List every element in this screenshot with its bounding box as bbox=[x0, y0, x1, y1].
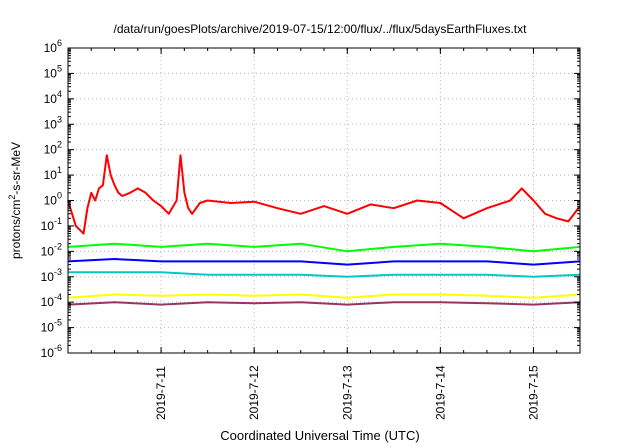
grid bbox=[68, 48, 580, 353]
y-tick-label: 10-3 bbox=[41, 267, 62, 284]
y-tick-label: 104 bbox=[44, 89, 62, 106]
chart-title: /data/run/goesPlots/archive/2019-07-15/1… bbox=[113, 22, 527, 36]
x-tick-label: 2019-7-13 bbox=[340, 365, 354, 420]
x-tick-label: 2019-7-12 bbox=[247, 365, 261, 420]
series-line-2 bbox=[67, 242, 581, 253]
y-tick-label: 10-4 bbox=[41, 292, 62, 309]
y-tick-label: 105 bbox=[44, 63, 62, 80]
y-tick-label: 103 bbox=[44, 114, 62, 131]
y-tick-label: 102 bbox=[44, 140, 62, 157]
y-tick-label: 100 bbox=[44, 191, 62, 208]
series-line-5 bbox=[67, 293, 581, 299]
series-line-1 bbox=[67, 154, 581, 235]
y-tick-label: 10-5 bbox=[41, 318, 62, 335]
axes: 10-6 10-5 10-4 10-3 10-2 10-1 100 101 102 103 104 1… bbox=[41, 38, 581, 420]
x-tick-label: 2019-7-14 bbox=[433, 365, 447, 420]
series-line-3 bbox=[67, 258, 581, 266]
x-tick-label: 2019-7-11 bbox=[154, 366, 168, 420]
y-axis-label: protons/cm2-s-sr-MeV bbox=[7, 142, 23, 259]
series-group bbox=[67, 154, 581, 306]
y-tick-label: 10-2 bbox=[41, 241, 62, 258]
x-tick-label: 2019-7-15 bbox=[526, 365, 540, 420]
y-tick-label: 10-6 bbox=[41, 343, 62, 360]
y-tick-label: 101 bbox=[44, 165, 62, 182]
series-line-6 bbox=[67, 301, 581, 306]
series-line-4 bbox=[68, 271, 581, 278]
x-axis-label: Coordinated Universal Time (UTC) bbox=[220, 428, 420, 443]
y-tick-label: 106 bbox=[44, 38, 62, 55]
y-tick-label: 10-1 bbox=[41, 216, 62, 233]
